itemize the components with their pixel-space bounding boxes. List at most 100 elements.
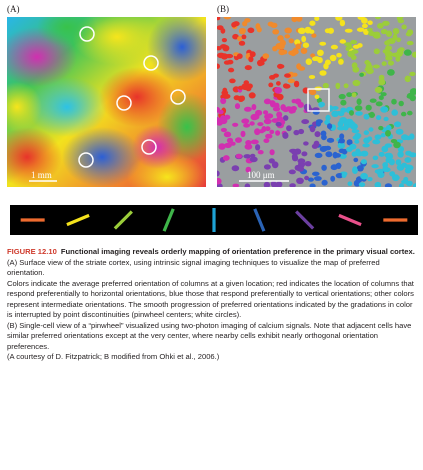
cell-dot [407,110,413,116]
cell-dot [309,125,316,133]
cell-dot [247,27,255,34]
cell-dot [391,109,398,116]
cell-dot [339,133,345,140]
cell-dot [374,86,383,93]
pinwheel-center-marker [78,152,94,168]
cell-dot [363,113,370,120]
cell-dot [385,130,391,137]
cell-dot [355,151,364,157]
cell-dot [336,162,342,169]
cell-dot [361,23,368,29]
cell-dot [263,164,271,170]
cell-dot [352,66,360,73]
cell-dot [325,151,333,158]
cell-dot [284,34,291,39]
cell-dot [385,157,391,163]
cell-dot [217,177,222,185]
cell-dot [343,83,349,89]
cell-dot [395,159,402,166]
cell-dot [404,164,412,169]
cell-dot [387,69,395,76]
cell-dot [222,87,228,93]
cell-dot [341,148,348,155]
cell-dot [270,22,278,28]
cell-dot [391,98,397,105]
cell-dot [364,67,370,72]
cell-dot [342,124,349,131]
cell-dot [277,35,284,42]
cell-dot [297,158,306,164]
cell-dot [394,121,402,128]
cell-dot [336,52,342,58]
cell-dot [269,129,275,135]
cell-dot [251,104,257,111]
cell-dot [314,152,323,158]
cell-dot [276,81,281,86]
cell-dot [367,136,373,141]
cell-dot [265,133,273,139]
cell-dot [263,110,269,115]
cell-dot [269,100,277,108]
cell-dot [395,128,404,135]
cell-dot [221,38,227,43]
pinwheel-center-box [307,88,330,112]
pinwheel-center-marker [170,89,186,105]
cell-dot [292,72,298,77]
cell-dot [314,176,322,181]
cell-dot [308,75,316,79]
cell-dot [378,125,384,131]
cell-dot [258,129,265,134]
cell-dot [284,27,292,34]
cell-dot [353,180,360,187]
figure-number: FIGURE 12.10 [7,247,57,256]
pinwheel-center-marker [79,26,95,42]
cell-dot [293,80,300,88]
cell-dot [295,17,303,22]
cell-dot [244,183,251,187]
cell-dot [396,37,401,43]
cell-dot [217,25,224,31]
figure-title: Functional imaging reveals orderly mappi… [60,247,415,256]
cell-dot [275,130,281,136]
cell-dot [284,73,291,78]
cell-dot [304,175,310,181]
cell-dot [244,65,252,71]
panel-b-label: (B) [217,4,229,14]
cell-dot [257,59,264,67]
cell-dot [310,53,316,58]
cell-dot [235,153,242,159]
cell-dot [411,51,416,58]
cell-dot [349,110,354,116]
cell-dot [224,114,231,120]
cell-dot [349,143,357,150]
cell-dot [274,87,283,94]
cell-dot [239,28,246,35]
cell-dot [340,99,347,106]
cell-dot [275,121,282,127]
cell-dot [274,102,280,110]
cell-dot [364,60,370,65]
cell-dot [303,141,309,146]
cell-dot [380,28,388,35]
cell-dot [217,170,220,177]
cell-dot [296,177,304,184]
cell-dot [272,29,280,35]
cell-dot [401,134,409,141]
cell-dot [356,27,365,32]
cell-dot [339,39,347,44]
cell-dot [359,72,364,77]
cell-dot [339,153,347,159]
cell-dot [332,106,339,110]
cell-dot [223,131,232,138]
cell-dot [312,109,320,115]
cell-dot [354,105,363,111]
cell-dot [244,106,252,112]
cell-dot [387,60,394,66]
cell-dot [330,175,336,182]
cell-dot [389,171,396,177]
cell-dot [257,150,264,155]
cell-dot [243,123,251,128]
cell-dot [357,43,363,48]
cell-dot [321,179,328,186]
cell-dot [368,31,375,36]
